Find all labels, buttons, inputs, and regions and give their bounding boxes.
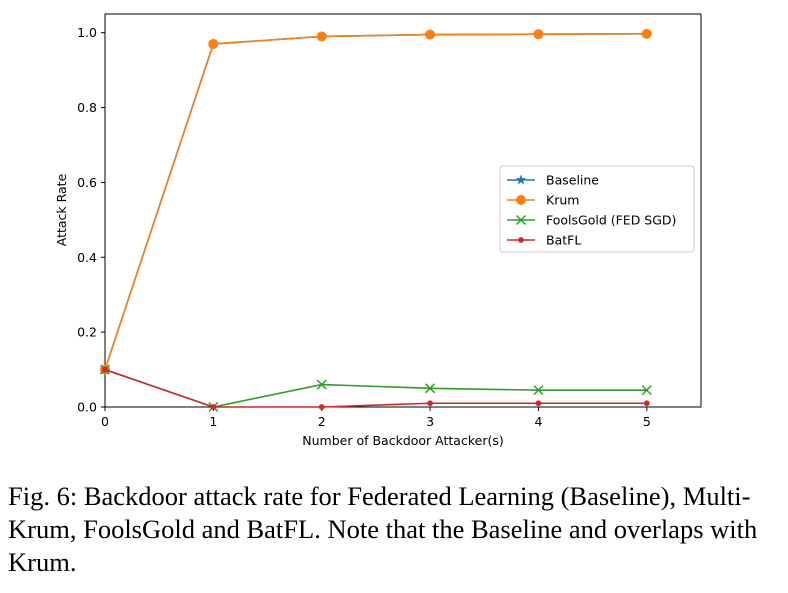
y-tick-label: 0.4: [77, 250, 97, 265]
legend-label: BatFL: [546, 233, 581, 248]
plot-area: [104, 13, 702, 408]
y-tick-label: 0.2: [77, 325, 97, 340]
data-point: [643, 400, 650, 407]
y-tick-label: 0.8: [77, 100, 97, 115]
legend-marker: [518, 237, 524, 243]
data-point: [318, 404, 325, 410]
legend-marker: [515, 174, 527, 185]
y-tick-label: 0.0: [77, 400, 97, 415]
data-point: [533, 385, 544, 396]
data-point: [641, 385, 652, 396]
data-point: [425, 383, 436, 394]
series-line: [104, 368, 647, 408]
legend-marker: [516, 195, 526, 205]
series-line: [104, 33, 647, 370]
data-point: [208, 38, 219, 49]
data-point: [641, 28, 652, 39]
series-layer: [99, 28, 653, 413]
x-tick-label: 5: [643, 414, 651, 429]
legend: Baseline Krum FoolsGold (FED SGD) BatFL: [499, 165, 695, 253]
legend-label: Baseline: [546, 173, 599, 188]
x-tick-label: 3: [426, 414, 434, 429]
y-axis-title: Attack Rate: [54, 173, 69, 246]
y-tick-label: 1.0: [77, 25, 97, 40]
legend-entry: Baseline: [507, 173, 599, 188]
figure-caption: Fig. 6: Backdoor attack rate for Federat…: [8, 481, 758, 577]
legend-box: [499, 165, 695, 253]
legend-entry: BatFL: [507, 233, 581, 248]
x-tick-label: 1: [209, 414, 217, 429]
data-point: [533, 29, 544, 40]
line-chart: 0 1 2 3 4 5 0.0 0.2 0.4 0.6 0.8 1.0 Number of Backd…: [54, 13, 702, 448]
data-point: [535, 400, 542, 407]
legend-entry: Krum: [507, 193, 579, 208]
legend-label: FoolsGold (FED SGD): [546, 213, 676, 228]
x-axis-title: Number of Backdoor Attacker(s): [302, 433, 503, 448]
data-point: [210, 404, 217, 410]
series-batfl: [102, 366, 650, 410]
series-line: [104, 368, 647, 408]
legend-marker: [515, 214, 527, 226]
data-point: [316, 379, 327, 390]
x-tick-label: 2: [318, 414, 326, 429]
data-point: [425, 29, 436, 40]
data-point: [427, 400, 433, 407]
legend-label: Krum: [546, 193, 579, 208]
data-point: [102, 366, 108, 373]
data-point: [316, 31, 327, 42]
x-tick-label: 4: [534, 414, 542, 429]
x-tick-label: 0: [101, 414, 109, 429]
y-tick-label: 0.6: [77, 175, 97, 190]
axis-ticks: 0 1 2 3 4 5 0.0 0.2 0.4 0.6 0.8 1.0: [77, 25, 651, 429]
legend-entry: FoolsGold (FED SGD): [507, 213, 676, 228]
